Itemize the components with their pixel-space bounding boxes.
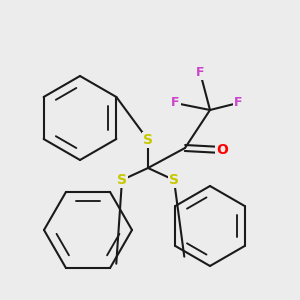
Text: F: F [196,65,204,79]
Text: S: S [169,173,179,187]
Text: F: F [171,97,179,110]
Text: F: F [234,97,242,110]
Text: S: S [117,173,127,187]
Text: S: S [143,133,153,147]
Text: O: O [216,143,228,157]
